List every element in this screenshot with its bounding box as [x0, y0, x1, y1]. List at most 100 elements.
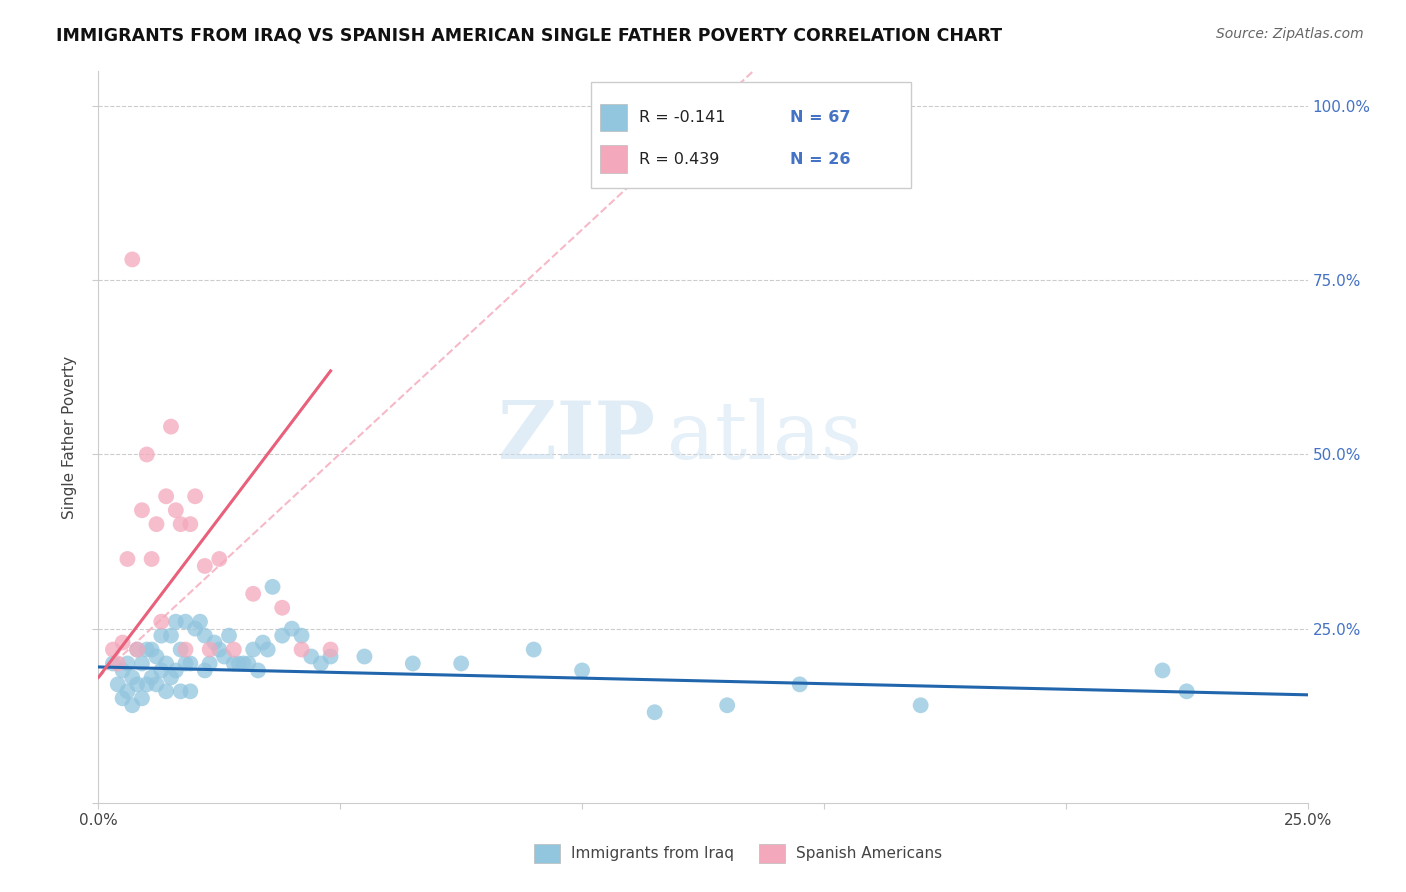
Text: R = -0.141: R = -0.141: [638, 110, 725, 125]
Point: [127, 677, 149, 691]
Point: [145, 649, 167, 664]
Point: [141, 642, 163, 657]
Point: [179, 517, 201, 532]
Point: [252, 635, 274, 649]
Point: [204, 635, 226, 649]
Point: [169, 642, 191, 657]
Point: [184, 489, 207, 503]
Point: [165, 615, 187, 629]
Point: [127, 642, 149, 657]
FancyBboxPatch shape: [600, 145, 627, 173]
Point: [174, 657, 197, 671]
Point: [174, 642, 197, 657]
Point: [111, 664, 134, 678]
Text: ZIP: ZIP: [498, 398, 655, 476]
Point: [111, 635, 134, 649]
Point: [165, 664, 187, 678]
Point: [165, 503, 187, 517]
Point: [145, 677, 167, 691]
Point: [150, 629, 173, 643]
Point: [716, 698, 738, 713]
Point: [131, 691, 153, 706]
Point: [121, 698, 143, 713]
Point: [242, 587, 264, 601]
Point: [188, 615, 211, 629]
Point: [319, 642, 342, 657]
Point: [135, 677, 157, 691]
Point: [155, 684, 177, 698]
Point: [117, 552, 139, 566]
Point: [281, 622, 304, 636]
Point: [141, 552, 163, 566]
Point: [208, 552, 231, 566]
Point: [135, 642, 157, 657]
Text: Spanish Americans: Spanish Americans: [796, 847, 942, 861]
Point: [107, 657, 129, 671]
Point: [101, 642, 124, 657]
FancyBboxPatch shape: [600, 103, 627, 131]
Point: [145, 517, 167, 532]
Point: [1175, 684, 1198, 698]
Text: Source: ZipAtlas.com: Source: ZipAtlas.com: [1216, 27, 1364, 41]
Point: [262, 580, 284, 594]
Point: [127, 642, 149, 657]
Point: [194, 629, 217, 643]
Point: [121, 670, 143, 684]
Point: [121, 252, 143, 267]
Point: [117, 684, 139, 698]
Point: [131, 503, 153, 517]
Point: [523, 642, 546, 657]
Point: [353, 649, 375, 664]
Point: [232, 657, 254, 671]
Point: [910, 698, 932, 713]
Point: [789, 677, 811, 691]
Point: [319, 649, 342, 664]
Point: [218, 629, 240, 643]
Point: [198, 642, 221, 657]
Point: [160, 670, 183, 684]
Point: [644, 705, 666, 719]
Point: [212, 649, 235, 664]
Text: Immigrants from Iraq: Immigrants from Iraq: [571, 847, 734, 861]
Text: R = 0.439: R = 0.439: [638, 152, 720, 167]
Point: [111, 691, 134, 706]
Point: [402, 657, 425, 671]
Point: [271, 629, 294, 643]
FancyBboxPatch shape: [591, 82, 911, 188]
Point: [174, 615, 197, 629]
Point: [155, 657, 177, 671]
Point: [107, 677, 129, 691]
Point: [117, 657, 139, 671]
Point: [238, 657, 260, 671]
Point: [222, 642, 245, 657]
Point: [290, 629, 312, 643]
Point: [160, 629, 183, 643]
Point: [150, 615, 173, 629]
Point: [141, 670, 163, 684]
Point: [271, 600, 294, 615]
Point: [194, 664, 217, 678]
Point: [208, 642, 231, 657]
Text: atlas: atlas: [666, 398, 862, 476]
Point: [256, 642, 278, 657]
Point: [247, 664, 270, 678]
Point: [184, 622, 207, 636]
Text: N = 26: N = 26: [790, 152, 851, 167]
Point: [290, 642, 312, 657]
Point: [155, 489, 177, 503]
Point: [150, 664, 173, 678]
Point: [101, 657, 124, 671]
Y-axis label: Single Father Poverty: Single Father Poverty: [62, 356, 77, 518]
Text: IMMIGRANTS FROM IRAQ VS SPANISH AMERICAN SINGLE FATHER POVERTY CORRELATION CHART: IMMIGRANTS FROM IRAQ VS SPANISH AMERICAN…: [56, 27, 1002, 45]
Point: [194, 558, 217, 573]
Point: [571, 664, 593, 678]
Point: [228, 657, 250, 671]
Point: [135, 448, 157, 462]
Point: [160, 419, 183, 434]
Point: [179, 657, 201, 671]
Point: [1152, 664, 1174, 678]
Text: N = 67: N = 67: [790, 110, 851, 125]
Point: [299, 649, 322, 664]
Point: [309, 657, 332, 671]
Point: [242, 642, 264, 657]
